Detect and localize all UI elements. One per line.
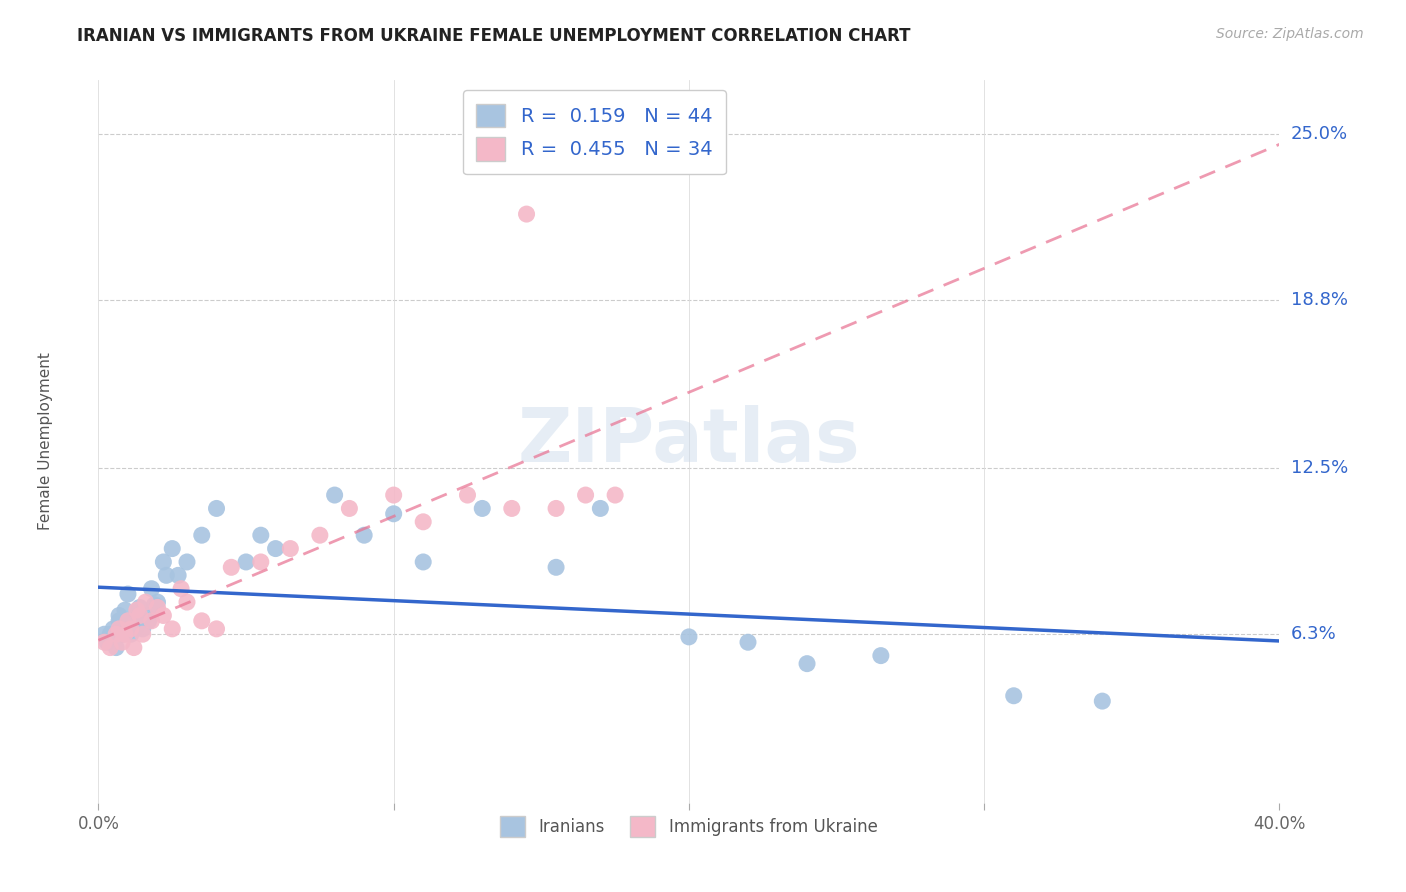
Point [678, 630, 700, 644]
Point [176, 555, 198, 569]
Point [93, 627, 115, 641]
Point [103, 622, 125, 636]
Point [125, 603, 148, 617]
Point [135, 608, 157, 623]
Point [457, 488, 479, 502]
Text: IRANIAN VS IMMIGRANTS FROM UKRAINE FEMALE UNEMPLOYMENT CORRELATION CHART: IRANIAN VS IMMIGRANTS FROM UKRAINE FEMAL… [77, 27, 911, 45]
Point [135, 595, 157, 609]
Point [105, 627, 128, 641]
Point [1002, 689, 1025, 703]
Point [155, 568, 177, 582]
Point [114, 603, 136, 617]
Point [132, 627, 155, 641]
Point [162, 541, 183, 556]
Point [108, 608, 131, 623]
Point [120, 622, 142, 636]
Point [309, 528, 332, 542]
Point [546, 501, 568, 516]
Text: 6.3%: 6.3% [1291, 625, 1336, 643]
Text: ZIPatlas: ZIPatlas [517, 405, 860, 478]
Point [111, 635, 134, 649]
Point [796, 657, 818, 671]
Point [250, 528, 273, 542]
Point [605, 488, 627, 502]
Point [122, 640, 145, 655]
Point [589, 501, 612, 516]
Point [167, 568, 190, 582]
Point [132, 622, 155, 636]
Point [146, 600, 169, 615]
Point [737, 635, 759, 649]
Point [114, 627, 136, 641]
Point [1091, 694, 1114, 708]
Point [575, 488, 598, 502]
Text: Source: ZipAtlas.com: Source: ZipAtlas.com [1216, 27, 1364, 41]
Point [141, 614, 163, 628]
Point [382, 488, 405, 502]
Point [353, 528, 375, 542]
Point [143, 598, 166, 612]
Point [191, 614, 214, 628]
Point [162, 622, 183, 636]
Point [117, 614, 139, 628]
Point [93, 635, 115, 649]
Point [96, 635, 118, 649]
Point [516, 207, 538, 221]
Point [382, 507, 405, 521]
Point [128, 600, 150, 615]
Point [176, 595, 198, 609]
Point [280, 541, 302, 556]
Point [170, 582, 193, 596]
Point [546, 560, 568, 574]
Point [191, 528, 214, 542]
Point [105, 640, 128, 655]
Point [120, 627, 142, 641]
Point [117, 624, 139, 639]
Point [98, 627, 121, 641]
Text: Female Unemployment: Female Unemployment [38, 352, 53, 531]
Point [471, 501, 494, 516]
Point [870, 648, 893, 663]
Text: 12.5%: 12.5% [1291, 459, 1348, 477]
Point [111, 627, 134, 641]
Point [98, 640, 121, 655]
Point [264, 541, 287, 556]
Point [138, 614, 160, 628]
Point [108, 622, 131, 636]
Point [235, 555, 257, 569]
Point [146, 595, 169, 609]
Point [412, 515, 434, 529]
Point [128, 608, 150, 623]
Point [117, 587, 139, 601]
Point [412, 555, 434, 569]
Legend: Iranians, Immigrants from Ukraine: Iranians, Immigrants from Ukraine [492, 808, 886, 845]
Point [152, 555, 174, 569]
Text: 25.0%: 25.0% [1291, 125, 1348, 143]
Point [108, 614, 131, 628]
Point [152, 608, 174, 623]
Point [323, 488, 346, 502]
Point [205, 622, 228, 636]
Point [501, 501, 523, 516]
Point [221, 560, 243, 574]
Text: 18.8%: 18.8% [1291, 291, 1347, 309]
Point [205, 501, 228, 516]
Point [125, 619, 148, 633]
Point [141, 582, 163, 596]
Point [339, 501, 361, 516]
Point [122, 614, 145, 628]
Point [250, 555, 273, 569]
